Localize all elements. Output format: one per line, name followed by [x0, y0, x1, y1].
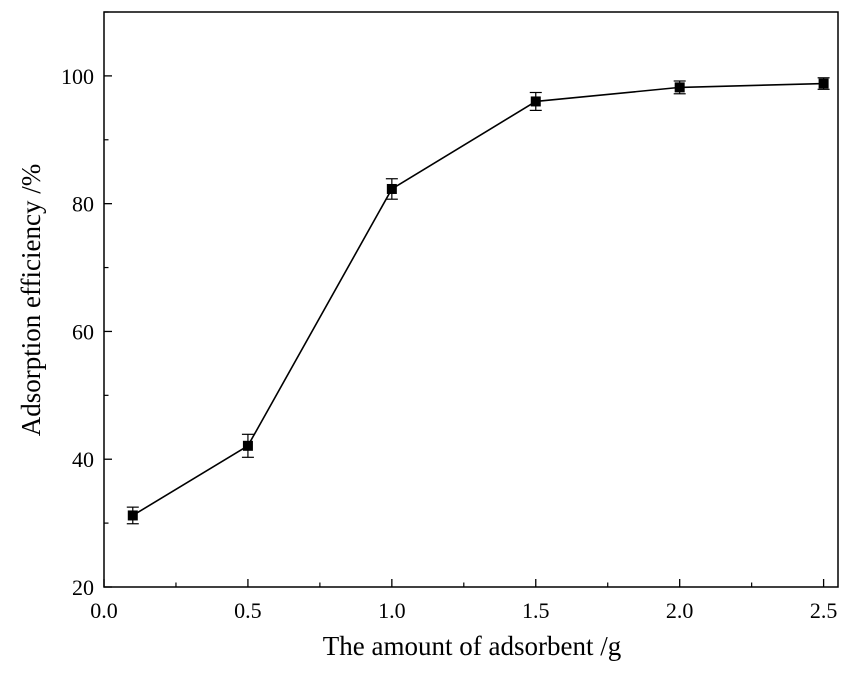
data-point	[530, 96, 541, 107]
data-point	[386, 183, 397, 194]
x-tick-label: 1.0	[378, 598, 406, 623]
y-axis-title: Adsorption efficiency /%	[16, 164, 46, 436]
x-tick-label: 2.0	[666, 598, 694, 623]
y-tick-label: 60	[72, 319, 94, 344]
y-tick-label: 40	[72, 447, 94, 472]
data-point	[674, 82, 685, 93]
data-point	[818, 78, 829, 89]
series-line	[132, 82, 824, 517]
plot-frame	[103, 11, 839, 588]
data-point	[242, 440, 253, 451]
x-axis-title: The amount of adsorbent /g	[323, 631, 621, 661]
y-tick-label: 20	[72, 575, 94, 600]
x-tick-label: 0.0	[90, 598, 118, 623]
x-tick-label: 0.5	[234, 598, 262, 623]
axes: 0.0 0.5 1.0 1.5 2.0 2.5 20 40 60 80 100	[61, 11, 839, 623]
x-tick-label: 2.5	[810, 598, 838, 623]
data-series	[126, 77, 830, 525]
x-tick-label: 1.5	[522, 598, 550, 623]
y-tick-label: 100	[61, 64, 94, 89]
y-tick-label: 80	[72, 192, 94, 217]
data-point	[127, 510, 138, 521]
